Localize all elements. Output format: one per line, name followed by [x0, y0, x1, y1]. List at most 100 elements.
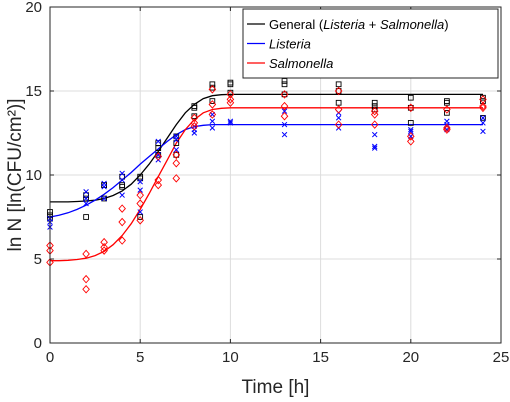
data-point-salmonella — [172, 150, 181, 160]
y-tick-label: 5 — [34, 251, 42, 268]
data-point-salmonella — [479, 101, 487, 111]
data-point-listeria — [227, 118, 234, 124]
data-point-salmonella — [443, 125, 451, 134]
data-point-general — [209, 98, 216, 104]
data-point-salmonella — [370, 106, 379, 116]
data-point-general — [281, 81, 288, 88]
data-point-listeria — [119, 177, 125, 183]
data-point-listeria — [155, 152, 161, 158]
data-point-listeria — [83, 189, 89, 195]
data-point-salmonella — [208, 110, 217, 119]
data-point-general — [101, 195, 107, 202]
data-point-listeria — [480, 120, 486, 126]
data-point-general — [119, 173, 126, 180]
data-point-general — [137, 214, 144, 220]
data-point-salmonella — [190, 122, 199, 131]
data-point-general — [480, 115, 486, 121]
legend-entry-text: ) — [444, 17, 448, 32]
data-point-listeria — [209, 118, 216, 124]
data-point-salmonella — [406, 137, 415, 146]
data-point-salmonella — [136, 199, 145, 208]
data-point-listeria — [155, 138, 161, 145]
x-tick-label: 20 — [402, 349, 419, 366]
data-point-salmonella — [406, 103, 415, 113]
data-point-salmonella — [226, 95, 235, 104]
data-point-general — [444, 109, 450, 116]
data-point-salmonella — [136, 190, 145, 200]
data-point-general — [173, 133, 180, 140]
legend-entry: General (Listeria + Salmonella) — [269, 17, 449, 32]
data-point-general — [173, 140, 180, 146]
data-point-listeria — [408, 128, 414, 135]
data-point-general — [281, 78, 288, 84]
x-tick-label: 25 — [493, 349, 510, 366]
x-tick-label: 15 — [312, 349, 329, 366]
legend-entry-text: + — [365, 17, 380, 32]
data-point-salmonella — [172, 174, 181, 183]
data-point-salmonella — [443, 123, 451, 133]
data-point-salmonella — [118, 217, 126, 227]
data-point-salmonella — [190, 113, 199, 123]
data-point-salmonella — [82, 249, 90, 259]
axis-ticks: 0 5 10 15 20 25 0 5 10 15 20 — [25, 0, 509, 366]
data-point-general — [335, 81, 342, 88]
data-point-listeria — [137, 178, 143, 185]
data-point-listeria — [191, 130, 198, 136]
legend-entry-text: General ( — [269, 17, 324, 32]
data-point-general — [227, 81, 234, 88]
data-point-salmonella — [406, 132, 415, 141]
data-point-listeria — [480, 115, 486, 121]
y-tick-label: 10 — [25, 167, 42, 184]
data-point-salmonella — [154, 152, 163, 161]
data-point-general — [407, 94, 414, 101]
x-tick-label: 10 — [222, 349, 239, 366]
data-point-general — [191, 104, 198, 111]
fit-curve-salmonella — [50, 107, 483, 262]
data-point-salmonella — [479, 103, 487, 113]
data-point-general — [371, 103, 378, 109]
fitted-curves — [49, 93, 483, 262]
x-tick-label: 5 — [136, 349, 144, 366]
data-point-listeria — [371, 145, 378, 151]
data-point-listeria — [209, 125, 216, 131]
fit-curve-listeria — [49, 123, 483, 218]
data-point-general — [173, 151, 180, 158]
data-point-listeria — [119, 170, 125, 177]
data-point-listeria — [137, 187, 143, 193]
data-point-listeria — [101, 184, 107, 190]
data-point-salmonella — [82, 274, 90, 284]
data-point-general — [371, 99, 378, 106]
data-point-general — [101, 182, 107, 188]
data-point-salmonella — [136, 216, 145, 225]
legend-entry-text: Salmonella — [269, 56, 333, 71]
data-point-salmonella — [334, 86, 343, 96]
data-point-salmonella — [190, 118, 199, 128]
data-point-general — [119, 183, 126, 190]
data-point-listeria — [371, 143, 378, 150]
data-point-listeria — [281, 131, 288, 138]
data-point-listeria — [371, 131, 378, 138]
data-point-general — [155, 145, 162, 151]
data-point-listeria — [83, 195, 89, 202]
y-tick-label: 15 — [25, 83, 42, 100]
data-point-general — [407, 120, 414, 126]
data-point-listeria — [227, 120, 234, 126]
data-point-general — [281, 91, 288, 98]
data-point-salmonella — [370, 110, 379, 119]
data-point-salmonella — [154, 180, 163, 190]
y-axis-label: ln N [ln(CFU/cm²)] — [5, 98, 26, 251]
legend-entry-text: Listeria — [323, 17, 365, 32]
data-point-general — [335, 88, 342, 94]
legend-box — [242, 8, 499, 79]
data-point-listeria — [137, 209, 143, 215]
data-point-listeria — [281, 121, 288, 128]
data-point-salmonella — [172, 158, 181, 168]
data-point-salmonella — [334, 120, 343, 129]
data-point-salmonella — [208, 100, 217, 109]
data-point-listeria — [335, 115, 342, 121]
data-point-listeria — [408, 126, 414, 133]
data-point-listeria — [101, 195, 107, 202]
data-point-general — [83, 195, 89, 202]
legend-entry-text: Salmonella — [380, 17, 444, 32]
